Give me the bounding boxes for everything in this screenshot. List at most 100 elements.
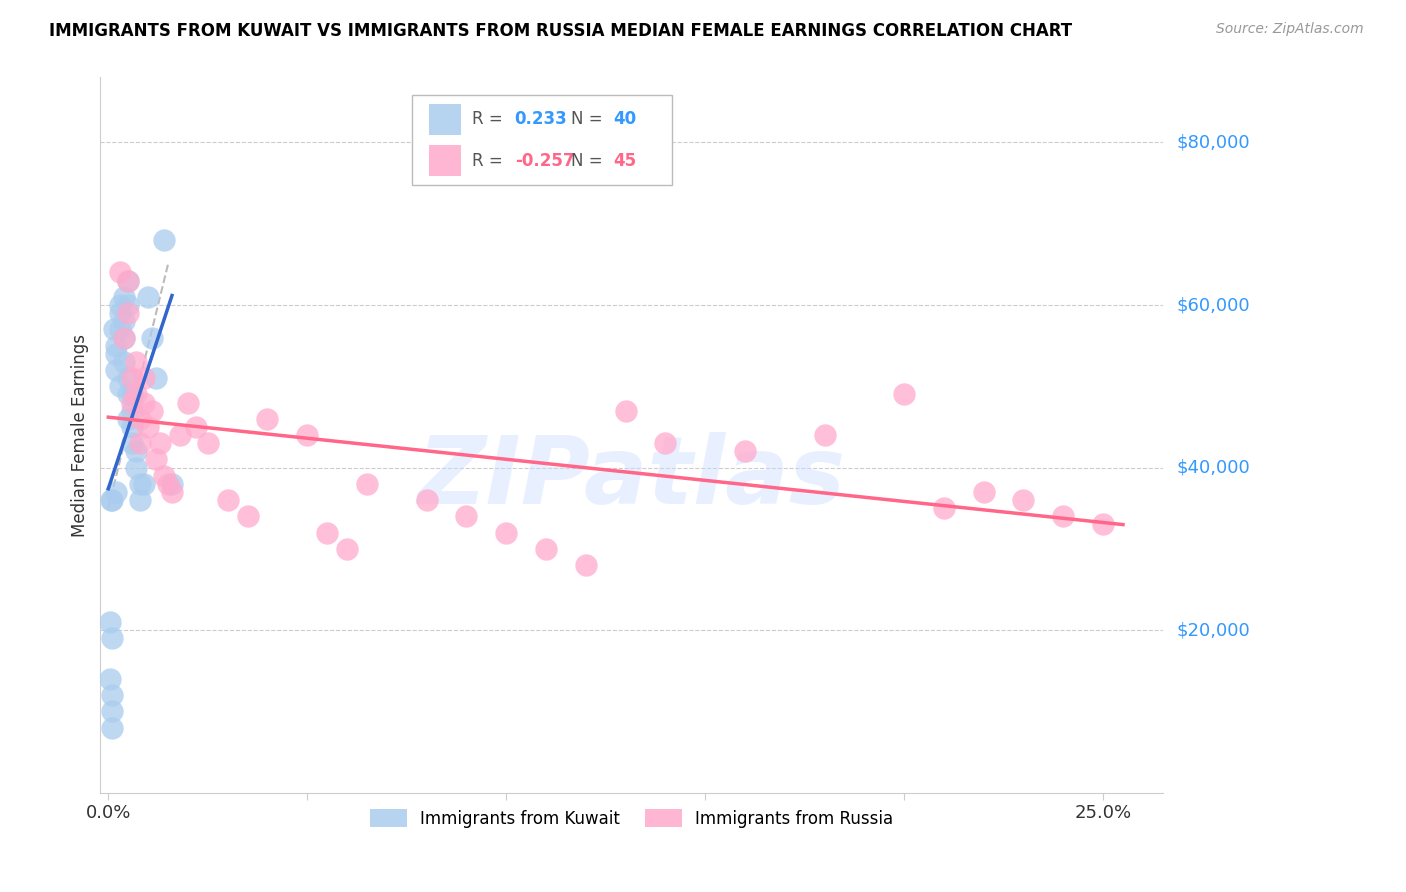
Point xyxy=(121,371,143,385)
Text: 40: 40 xyxy=(613,111,637,128)
Point xyxy=(129,493,152,508)
Text: 0.233: 0.233 xyxy=(515,111,568,128)
Point xyxy=(105,363,128,377)
Point xyxy=(973,485,995,500)
FancyBboxPatch shape xyxy=(412,95,672,185)
Point xyxy=(136,290,159,304)
Point xyxy=(110,265,132,279)
Point xyxy=(112,355,135,369)
Point xyxy=(125,444,148,458)
Point xyxy=(112,330,135,344)
Y-axis label: Median Female Earnings: Median Female Earnings xyxy=(72,334,89,537)
Point xyxy=(734,444,756,458)
Point xyxy=(134,476,156,491)
Point xyxy=(121,387,143,401)
Point xyxy=(141,403,163,417)
Text: R =: R = xyxy=(472,111,503,128)
Text: $40,000: $40,000 xyxy=(1177,458,1250,476)
FancyBboxPatch shape xyxy=(429,145,461,177)
Text: N =: N = xyxy=(571,111,603,128)
Point xyxy=(197,436,219,450)
Point xyxy=(101,493,124,508)
Point xyxy=(316,525,339,540)
Text: $20,000: $20,000 xyxy=(1177,621,1250,639)
Point xyxy=(112,314,135,328)
Point xyxy=(117,306,139,320)
Point xyxy=(236,509,259,524)
Point xyxy=(112,290,135,304)
Point xyxy=(117,274,139,288)
Point xyxy=(105,338,128,352)
Text: 45: 45 xyxy=(613,152,637,169)
Point xyxy=(456,509,478,524)
Point xyxy=(149,436,172,450)
Point xyxy=(125,355,148,369)
Point xyxy=(184,420,207,434)
Point xyxy=(136,420,159,434)
Point xyxy=(813,428,835,442)
Point xyxy=(110,379,132,393)
Point xyxy=(129,411,152,425)
Point xyxy=(256,411,278,425)
Text: ZIPatlas: ZIPatlas xyxy=(418,432,845,524)
Text: $60,000: $60,000 xyxy=(1177,296,1250,314)
Point xyxy=(177,395,200,409)
Point xyxy=(117,298,139,312)
Point xyxy=(145,452,167,467)
Point xyxy=(112,330,135,344)
Point xyxy=(117,411,139,425)
Point xyxy=(100,493,122,508)
Point xyxy=(614,403,637,417)
Point xyxy=(534,541,557,556)
Point xyxy=(1052,509,1074,524)
Point xyxy=(121,395,143,409)
Point xyxy=(121,436,143,450)
Point xyxy=(141,330,163,344)
Point xyxy=(129,436,152,450)
Point xyxy=(1092,517,1115,532)
Point xyxy=(134,395,156,409)
Point xyxy=(654,436,676,450)
Point xyxy=(160,476,183,491)
Point xyxy=(110,306,132,320)
Point xyxy=(103,322,125,336)
Point xyxy=(98,615,121,629)
Point xyxy=(415,493,437,508)
Point xyxy=(145,371,167,385)
Text: R =: R = xyxy=(472,152,503,169)
Point xyxy=(129,476,152,491)
Point xyxy=(575,558,598,573)
Point xyxy=(153,468,176,483)
Point xyxy=(125,387,148,401)
Point xyxy=(105,485,128,500)
Point xyxy=(101,721,124,735)
Point xyxy=(101,705,124,719)
Point xyxy=(495,525,517,540)
Point xyxy=(336,541,359,556)
Point xyxy=(101,632,124,646)
Point xyxy=(117,371,139,385)
Text: $80,000: $80,000 xyxy=(1177,134,1250,152)
Point xyxy=(110,298,132,312)
Point xyxy=(125,460,148,475)
Text: IMMIGRANTS FROM KUWAIT VS IMMIGRANTS FROM RUSSIA MEDIAN FEMALE EARNINGS CORRELAT: IMMIGRANTS FROM KUWAIT VS IMMIGRANTS FRO… xyxy=(49,22,1073,40)
Point xyxy=(156,476,179,491)
Point xyxy=(121,420,143,434)
Point xyxy=(153,233,176,247)
Text: Source: ZipAtlas.com: Source: ZipAtlas.com xyxy=(1216,22,1364,37)
Point xyxy=(217,493,239,508)
Point xyxy=(169,428,191,442)
Legend: Immigrants from Kuwait, Immigrants from Russia: Immigrants from Kuwait, Immigrants from … xyxy=(363,803,900,834)
Point xyxy=(117,274,139,288)
Point xyxy=(160,485,183,500)
Point xyxy=(98,672,121,686)
Point xyxy=(297,428,319,442)
Point xyxy=(134,371,156,385)
Point xyxy=(105,347,128,361)
Point xyxy=(932,501,955,516)
Text: -0.257: -0.257 xyxy=(515,152,574,169)
Text: N =: N = xyxy=(571,152,603,169)
Point xyxy=(356,476,378,491)
Point xyxy=(101,688,124,702)
Point xyxy=(1012,493,1035,508)
